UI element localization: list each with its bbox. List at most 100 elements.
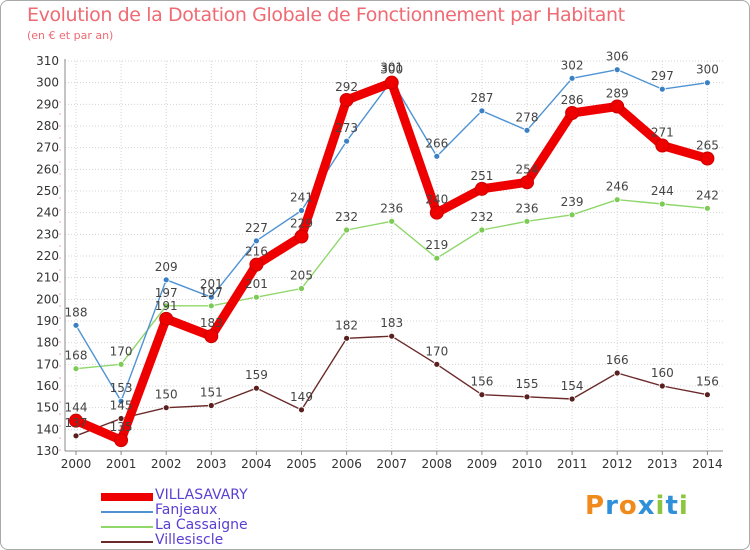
data-label-la-cassaigne: 197 [155,286,178,300]
x-tick-label: 2007 [376,457,407,471]
data-label-villasavary: 289 [606,87,629,101]
data-point-villesiscle [117,415,125,422]
data-label-villasavary: 216 [245,245,268,259]
data-label-fanjeaux: 153 [110,381,133,395]
data-label-villasavary: 254 [516,162,539,176]
data-label-villesiscle: 159 [245,368,268,382]
data-label-villesiscle: 145 [110,399,133,413]
y-tick-label: 290 [36,97,59,111]
x-tick-label: 2014 [692,457,723,471]
data-point-la-cassaigne [478,226,486,234]
data-point-villasavary [249,257,264,272]
x-tick-label: 2011 [557,457,588,471]
data-point-fanjeaux [704,79,711,87]
data-point-la-cassaigne [207,302,215,310]
y-tick-label: 140 [36,422,59,436]
data-label-villesiscle: 170 [425,344,448,358]
data-label-fanjeaux: 306 [606,50,629,64]
data-point-fanjeaux [343,137,351,145]
data-label-villesiscle: 156 [696,375,719,389]
data-point-villasavary [159,311,174,326]
data-point-la-cassaigne [343,226,351,234]
data-label-villasavary: 135 [110,420,133,434]
data-point-villesiscle [523,393,531,401]
data-label-fanjeaux: 297 [651,69,674,83]
y-tick-label: 190 [36,314,59,328]
data-point-fanjeaux [72,321,80,329]
data-point-villesiscle [207,402,215,409]
logo-letter: o [618,491,638,521]
legend-swatch [101,526,153,528]
data-point-villesiscle [704,391,711,399]
data-point-villasavary [384,75,399,90]
data-label-villasavary: 144 [65,401,88,415]
data-label-villesiscle: 166 [606,353,629,367]
label-layer: 137 145 150 151 159 149 182 183 170 156 155 154 166 1… [65,50,719,434]
data-label-la-cassaigne: 242 [696,188,719,202]
data-point-villasavary [520,175,534,190]
data-label-la-cassaigne: 232 [335,210,358,224]
legend-swatch [101,541,153,543]
data-point-fanjeaux [478,107,486,115]
x-tick-label: 2001 [106,457,137,471]
y-tick-label: 260 [36,162,59,176]
legend-swatch [101,493,153,501]
data-point-villasavary [204,329,219,344]
data-point-villasavary [655,138,670,153]
data-label-villesiscle: 182 [335,318,358,332]
chart-subtitle: (en € et par an) [27,29,114,42]
data-point-fanjeaux [298,207,305,214]
data-label-villasavary: 251 [470,169,493,183]
legend-label: La Cassaigne [155,517,248,533]
data-label-villesiscle: 149 [290,390,313,404]
data-point-villasavary [294,229,309,244]
data-point-villesiscle [343,334,351,342]
data-label-fanjeaux: 300 [696,63,719,77]
data-point-la-cassaigne [658,200,666,208]
data-point-fanjeaux [658,85,666,93]
x-tick-label: 2003 [196,457,227,471]
data-label-villesiscle: 154 [561,379,584,393]
data-label-la-cassaigne: 236 [380,201,403,215]
data-label-la-cassaigne: 168 [65,349,88,363]
x-tick-label: 2010 [512,457,543,471]
y-tick-label: 270 [36,141,59,155]
data-point-fanjeaux [252,237,260,245]
data-point-villesiscle [252,384,260,392]
data-point-villesiscle [568,395,576,403]
logo-letter: i [655,491,666,521]
data-point-villesiscle [433,360,441,368]
data-point-fanjeaux [568,74,576,82]
y-tick-label: 200 [36,292,59,306]
data-point-fanjeaux [523,126,531,134]
y-tick-label: 230 [36,227,59,241]
data-point-fanjeaux [613,66,621,74]
x-tick-label: 2008 [422,457,453,471]
data-label-fanjeaux: 188 [65,305,88,319]
data-label-la-cassaigne: 239 [561,195,584,209]
y-tick-label: 220 [36,249,59,263]
data-point-villasavary [114,433,129,448]
data-point-villesiscle [658,382,666,390]
data-label-fanjeaux: 227 [245,221,268,235]
data-point-la-cassaigne [568,211,576,219]
data-label-villasavary: 229 [290,217,313,231]
data-label-la-cassaigne: 232 [470,210,493,224]
y-tick-label: 280 [36,119,59,133]
data-label-fanjeaux: 266 [425,136,448,150]
y-tick-label: 150 [36,401,59,415]
y-tick-label: 160 [36,379,59,393]
legend-label: Villesiscle [155,532,224,548]
data-point-villesiscle [72,432,80,440]
data-point-villesiscle [478,391,486,399]
data-label-fanjeaux: 201 [200,277,223,291]
data-label-villesiscle: 137 [65,416,88,430]
data-point-villesiscle [388,332,396,340]
data-point-fanjeaux [117,397,125,405]
x-tick-label: 2002 [151,457,182,471]
data-label-la-cassaigne: 197 [200,286,223,300]
y-tick-label: 130 [36,444,59,458]
y-tick-label: 180 [36,336,59,350]
